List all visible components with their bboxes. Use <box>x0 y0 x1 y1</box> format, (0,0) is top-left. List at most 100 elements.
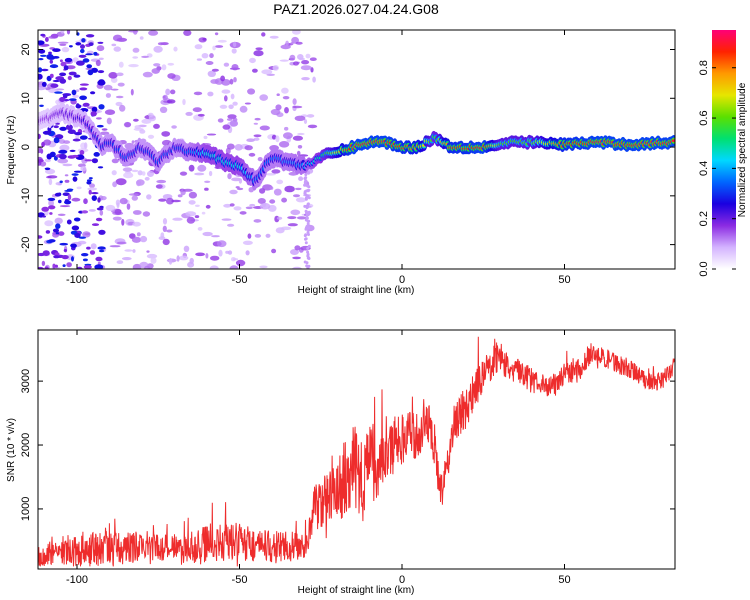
spectrogram-blob <box>49 73 54 78</box>
spectrogram-blob <box>39 104 44 108</box>
spectrogram-blob <box>306 205 310 209</box>
spectrogram-blob <box>79 95 87 101</box>
spectrogram-blob <box>147 170 154 177</box>
spectrogram-blob <box>59 43 67 46</box>
spectrogram-blob <box>86 180 92 185</box>
spectrogram-blob <box>91 223 100 227</box>
spectrogram-blob <box>185 211 197 217</box>
spectrogram-blob <box>47 197 56 201</box>
spectrogram-blob <box>72 176 78 182</box>
spectrogram-blob <box>45 230 51 234</box>
spectrogram-blob <box>76 60 85 66</box>
spectrogram-blob <box>217 39 227 43</box>
spectrogram-blob <box>207 91 214 97</box>
spectrogram-blob <box>147 134 155 139</box>
spectrogram-ylabel: Frequency (Hz) <box>6 116 17 185</box>
spectrogram-blob <box>195 252 206 257</box>
spectrogram-blob <box>75 89 80 92</box>
spectrogram-blob <box>166 197 174 205</box>
spectrogram-blob <box>109 245 121 248</box>
spectrogram-blob <box>66 219 72 225</box>
spectrogram-blob <box>53 125 59 129</box>
spectrogram-blob <box>90 243 97 250</box>
spectrogram-blob <box>132 221 141 227</box>
spectrogram-blob <box>296 216 307 220</box>
spectrogram-blob <box>253 134 262 138</box>
spectrogram-blob <box>161 64 167 71</box>
spectrogram-blob <box>271 248 277 254</box>
spectrogram-blob <box>279 59 289 62</box>
spectrogram-blob <box>78 236 87 239</box>
spectrogram-blob <box>60 30 65 34</box>
spectrogram-blob <box>186 216 196 224</box>
spectrogram-blob <box>73 170 83 173</box>
spectrogram-blob <box>182 188 193 192</box>
spectrogram-blob <box>54 217 63 225</box>
spectrogram-blob <box>68 98 77 101</box>
spectrogram-blob <box>188 164 195 172</box>
spectrogram-blob <box>69 149 76 152</box>
spectrogram-blob <box>38 73 43 80</box>
spectrogram-blob <box>45 168 56 175</box>
colorbar-tick-label: 0.0 <box>698 261 710 276</box>
spectrogram-blob <box>150 257 157 264</box>
spectrogram-blob <box>155 184 163 189</box>
spectrogram-blob <box>98 104 105 110</box>
spectrogram-blob <box>306 222 310 226</box>
spectrogram-blob <box>208 170 213 177</box>
spectrogram-blob <box>38 159 44 163</box>
spectrogram-blob <box>298 57 305 61</box>
spectrogram-blob <box>273 188 282 196</box>
spectrogram-blob <box>276 216 283 220</box>
y-tick-label: 2000 <box>20 433 32 457</box>
spectrogram-blob <box>297 145 303 149</box>
spectrogram-blob <box>118 61 124 68</box>
spectrogram-blob <box>307 219 311 223</box>
spectrogram-blob <box>93 152 100 157</box>
snr-panel: -100 -50 0 50 1000 2000 3000 Height of straigh… <box>6 329 676 596</box>
spectrogram-blob <box>97 41 104 44</box>
spectrogram-blob <box>63 140 71 144</box>
spectrogram-blob <box>171 125 177 129</box>
spectrogram-blob <box>306 184 310 188</box>
spectrogram-blob <box>194 172 205 176</box>
spectrogram-blob <box>278 141 290 148</box>
spectrogram-blob <box>206 133 217 136</box>
spectrogram-blob <box>179 255 189 261</box>
spectrogram-blob <box>305 53 311 59</box>
spectrogram-blob <box>87 69 94 76</box>
spectrogram-blob <box>132 56 139 59</box>
spectrogram-blob <box>292 105 303 109</box>
spectrogram-blob <box>229 189 238 195</box>
spectrogram-blob <box>242 240 253 245</box>
spectrogram-blob <box>261 32 266 37</box>
spectrogram-blob <box>275 135 280 143</box>
spectrogram-blob <box>296 150 301 156</box>
y-tick-label: 20 <box>20 43 32 55</box>
x-tick-label: -50 <box>232 274 248 286</box>
spectrogram-blob <box>59 59 63 63</box>
spectrogram-blob <box>93 51 98 56</box>
spectrogram-blob <box>103 84 113 91</box>
spectrogram-blob <box>306 114 315 118</box>
spectrogram-blob <box>74 233 81 238</box>
spectrogram-blob <box>307 244 311 248</box>
spectrogram-blob <box>64 179 70 183</box>
spectrogram-blob <box>229 265 239 269</box>
spectrogram-blob <box>233 206 242 211</box>
spectrogram-blob <box>304 227 308 231</box>
spectrogram-blob <box>285 40 289 46</box>
spectrogram-blob <box>289 54 296 61</box>
spectrogram-blob <box>217 118 224 123</box>
spectrogram-blob <box>46 53 54 60</box>
spectrogram-blob <box>48 239 56 243</box>
spectrogram-panel: -100 -50 0 50 20 10 0 -10 -20 Height of straight… <box>6 29 676 296</box>
spectrogram-blob <box>75 42 82 46</box>
spectrogram-blob <box>166 229 173 233</box>
spectrogram-blob <box>295 187 302 191</box>
spectrogram-blob <box>86 64 92 69</box>
spectrogram-blob <box>57 213 66 216</box>
x-tick-label: 0 <box>399 574 405 586</box>
spectrogram-blob <box>247 233 252 239</box>
spectrogram-blob <box>54 264 59 268</box>
